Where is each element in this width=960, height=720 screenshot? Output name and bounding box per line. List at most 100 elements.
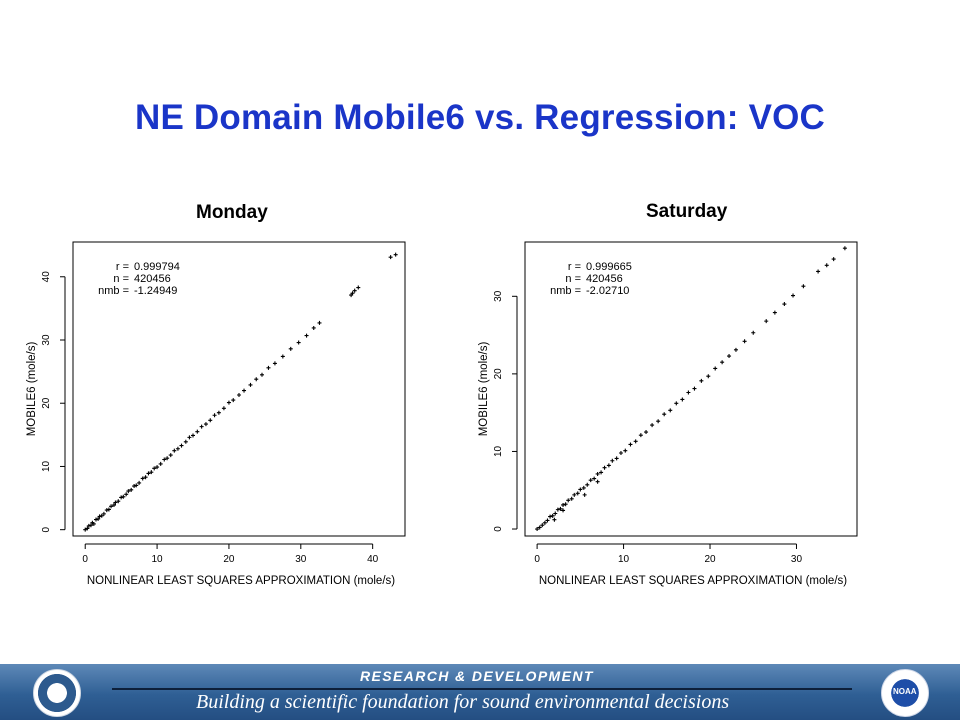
data-point	[633, 439, 638, 444]
data-point	[699, 378, 704, 383]
data-point	[610, 458, 615, 463]
data-point	[650, 423, 655, 428]
data-point	[116, 499, 121, 504]
data-point	[99, 513, 104, 518]
data-point	[623, 448, 628, 453]
data-point	[572, 492, 577, 497]
data-point	[352, 288, 357, 293]
data-point	[540, 523, 545, 528]
data-point	[106, 507, 111, 512]
data-point	[132, 484, 137, 489]
plot-frame	[524, 241, 858, 537]
y-tick-label: 10	[493, 445, 504, 457]
noaa-logo-text: NOAA	[893, 687, 917, 696]
data-point	[742, 339, 747, 344]
stat-label: r =	[568, 261, 581, 273]
stat-value: 0.999665	[586, 261, 632, 273]
data-point	[606, 463, 611, 468]
y-axis-label: MOBILE6 (mole/s)	[478, 342, 490, 437]
stat-label: nmb =	[550, 285, 581, 297]
plot-frame	[72, 241, 406, 537]
stat-value: -1.24949	[134, 285, 177, 297]
data-point	[143, 475, 148, 480]
data-point	[801, 284, 806, 289]
y-tick-label: 40	[41, 271, 52, 283]
data-point	[561, 508, 566, 513]
data-point	[585, 482, 590, 487]
data-point	[97, 514, 102, 519]
data-point	[582, 492, 587, 497]
y-tick-label: 0	[41, 526, 52, 532]
data-point	[614, 456, 619, 461]
data-point	[824, 263, 829, 268]
footer-tagline: Building a scientific foundation for sou…	[196, 691, 730, 713]
data-point	[550, 513, 555, 518]
data-point	[595, 479, 600, 484]
data-point	[83, 527, 88, 532]
x-tick-label: 0	[82, 554, 88, 565]
data-point	[248, 382, 253, 387]
data-point	[129, 487, 134, 492]
data-point	[706, 374, 711, 379]
noaa-logo-icon: NOAA	[881, 669, 929, 717]
data-point	[212, 413, 217, 418]
y-axis-label: MOBILE6 (mole/s)	[26, 342, 38, 437]
data-point	[311, 325, 316, 330]
data-point	[791, 293, 796, 298]
x-tick-label: 20	[704, 554, 716, 565]
stat-label: n =	[565, 273, 581, 285]
data-point	[254, 377, 259, 382]
data-point	[563, 502, 568, 507]
stat-value: -2.02710	[586, 285, 629, 297]
data-point	[644, 430, 649, 435]
data-point	[195, 429, 200, 434]
data-point	[134, 483, 139, 488]
scatter-chart-saturday: 0 10 20 30 0 10 20 30 NONLINEAR LEAST SQUARES AP…	[478, 241, 858, 587]
data-point	[720, 360, 725, 365]
data-point	[111, 503, 116, 508]
data-point	[553, 511, 558, 516]
stat-label: n =	[113, 273, 129, 285]
data-point	[183, 439, 188, 444]
data-point	[296, 340, 301, 345]
data-point	[259, 372, 264, 377]
data-point	[179, 443, 184, 448]
data-point	[172, 448, 177, 453]
data-point	[272, 361, 277, 366]
data-point	[638, 433, 643, 438]
data-point	[566, 498, 571, 503]
footer-heading: RESEARCH & DEVELOPMENT	[360, 668, 594, 684]
data-point	[208, 418, 213, 423]
data-point	[713, 366, 718, 371]
data-point	[242, 388, 247, 393]
epa-seal-icon	[33, 669, 81, 717]
data-point	[782, 302, 787, 307]
x-tick-label: 40	[367, 554, 379, 565]
data-point	[393, 252, 398, 257]
data-point	[558, 506, 563, 511]
stat-value: 0.999794	[134, 261, 180, 273]
data-point	[158, 461, 163, 466]
scatter-chart-monday: 0 10 20 30 40 0 10 20 30 40 NONLINEAR LEAST SQUARE…	[26, 241, 406, 587]
data-point	[191, 433, 196, 438]
data-point	[751, 330, 756, 335]
data-point	[727, 354, 732, 359]
data-point	[96, 516, 101, 521]
slide-title: NE Domain Mobile6 vs. Regression: VOC	[134, 98, 826, 137]
x-tick-label: 20	[223, 554, 235, 565]
y-tick-label: 30	[493, 290, 504, 302]
data-point	[816, 269, 821, 274]
data-point	[842, 246, 847, 251]
data-point	[733, 347, 738, 352]
data-point	[592, 476, 597, 481]
y-tick-label: 20	[41, 397, 52, 409]
data-point	[199, 424, 204, 429]
data-point	[552, 517, 557, 522]
data-point	[317, 320, 322, 325]
stat-value: 420456	[134, 273, 171, 285]
data-point	[231, 398, 236, 403]
data-point	[203, 422, 208, 427]
data-point	[764, 319, 769, 324]
data-point	[140, 476, 145, 481]
data-point	[85, 526, 90, 531]
